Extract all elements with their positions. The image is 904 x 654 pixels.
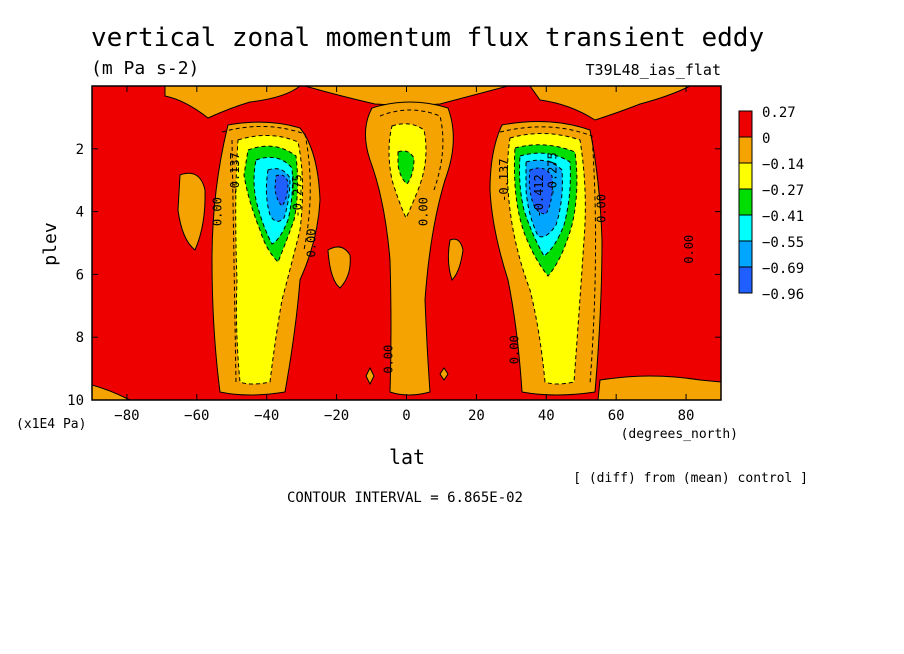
colorbar-label: −0.14	[762, 157, 804, 173]
orange-mid-south	[327, 246, 351, 289]
contour-label: -0.275	[291, 174, 305, 217]
dashed-contour-1	[221, 126, 311, 251]
run-label: T39L48_ias_flat	[586, 61, 721, 79]
orange-center-column	[365, 101, 454, 396]
orange-top-band	[164, 86, 301, 119]
dashed-contour-2	[231, 139, 237, 385]
contour-interval: CONTOUR INTERVAL = 6.865E-02	[287, 490, 523, 506]
colorbar-swatch	[738, 266, 753, 294]
contour-label: 0.00	[507, 335, 521, 364]
y-tick-label: 4	[76, 205, 84, 221]
colorbar-swatch	[738, 136, 753, 164]
chart-units: (m Pa s-2)	[91, 58, 199, 79]
x-axis-unit: (degrees_north)	[621, 427, 738, 442]
x-axis-ticks: −80 −60 −40 −20 0 20 40 60 80	[114, 86, 694, 424]
orange-bottom-right	[597, 375, 721, 400]
colorbar-label: −0.41	[762, 209, 804, 225]
contour-label: -0.412	[532, 174, 546, 217]
colorbar-swatch	[738, 214, 753, 242]
diff-note: [ (diff) from (mean) control ]	[573, 471, 808, 486]
core-north	[528, 167, 553, 215]
contour-label: -0.137	[497, 159, 511, 202]
y-tick-label: 8	[76, 330, 84, 346]
dashed-contour-3	[499, 126, 597, 385]
colorbar-label: −0.69	[762, 261, 804, 277]
orange-top-right	[529, 86, 691, 121]
colorbar-label: −0.96	[762, 287, 804, 303]
x-tick-label: 40	[538, 408, 555, 424]
contour-label: 0.00	[210, 197, 224, 226]
colorbar-label: −0.27	[762, 183, 804, 199]
x-tick-label: 20	[468, 408, 485, 424]
orange-small-diamond-2	[439, 367, 449, 381]
contour-label: 0.00	[382, 345, 396, 374]
y-axis-label: plev	[40, 222, 61, 265]
orange-small-diamond-1	[365, 366, 375, 386]
x-tick-label: 0	[402, 408, 410, 424]
colorbar-swatch	[738, 110, 753, 138]
orange-bottom-left	[92, 384, 131, 400]
colorbar-label: −0.55	[762, 235, 804, 251]
contour-label: 0.00	[416, 197, 430, 226]
orange-left-blob	[177, 172, 206, 251]
contour-label: 0.00	[595, 194, 609, 223]
dashed-contour-4	[379, 109, 444, 191]
colorbar-label: 0	[762, 131, 770, 147]
green-center	[397, 150, 415, 185]
x-tick-label: −80	[114, 408, 139, 424]
y-tick-label: 2	[76, 142, 84, 158]
y-axis-unit: (x1E4 Pa)	[16, 417, 86, 432]
x-tick-label: −20	[324, 408, 349, 424]
colorbar-label: 0.27	[762, 105, 796, 121]
contour-label: 0.00	[305, 229, 319, 258]
core-south	[274, 174, 289, 207]
x-axis-label: lat	[389, 445, 425, 469]
y-tick-label: 6	[76, 267, 84, 283]
colorbar-swatch	[738, 188, 753, 216]
x-tick-label: 60	[608, 408, 625, 424]
contour-label: -0.137	[228, 152, 242, 195]
chart-title: vertical zonal momentum flux transient e…	[91, 23, 764, 53]
y-tick-label: 10	[67, 393, 84, 409]
contour-label: -0.275	[546, 152, 560, 195]
x-tick-label: −40	[254, 408, 279, 424]
x-tick-label: 80	[678, 408, 695, 424]
orange-mid-north	[447, 238, 464, 281]
colorbar-swatch	[738, 240, 753, 268]
colorbar: 0.27 0 −0.14 −0.27 −0.41 −0.55 −0.69 −0.96	[738, 105, 804, 303]
contour-label: 0.00	[682, 235, 696, 264]
colorbar-swatch	[738, 162, 753, 190]
y-axis-ticks: 2 4 6 8 10	[67, 142, 721, 409]
x-tick-label: −60	[184, 408, 209, 424]
